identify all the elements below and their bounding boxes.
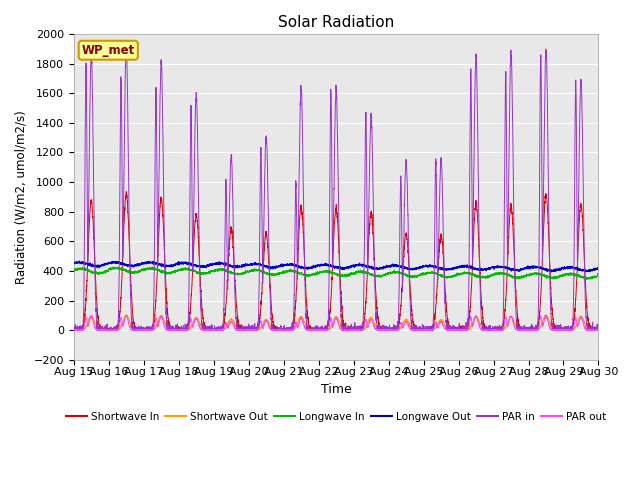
- PAR out: [483, 327, 491, 333]
- Shortwave Out: [454, 327, 461, 333]
- Line: Longwave Out: Longwave Out: [74, 261, 598, 272]
- Shortwave Out: [483, 327, 491, 333]
- Shortwave In: [483, 326, 491, 332]
- Longwave In: [595, 274, 602, 279]
- Longwave In: [483, 273, 491, 278]
- Longwave In: [110, 264, 118, 270]
- Longwave Out: [483, 266, 491, 272]
- Longwave In: [164, 270, 172, 276]
- PAR in: [317, 327, 324, 333]
- PAR out: [537, 313, 545, 319]
- PAR out: [164, 327, 172, 333]
- PAR in: [122, 44, 130, 49]
- Shortwave Out: [541, 312, 549, 318]
- PAR out: [454, 327, 461, 333]
- Longwave In: [424, 270, 432, 276]
- Shortwave In: [424, 327, 432, 333]
- PAR in: [424, 325, 432, 331]
- PAR out: [595, 327, 602, 333]
- PAR in: [595, 327, 602, 333]
- PAR in: [454, 327, 461, 333]
- Longwave Out: [595, 265, 602, 271]
- PAR in: [164, 325, 172, 331]
- Y-axis label: Radiation (W/m2, umol/m2/s): Radiation (W/m2, umol/m2/s): [15, 110, 28, 284]
- Longwave In: [317, 269, 324, 275]
- PAR out: [70, 327, 78, 333]
- PAR in: [594, 324, 602, 330]
- PAR out: [594, 327, 602, 333]
- Text: WP_met: WP_met: [82, 44, 135, 57]
- Line: PAR in: PAR in: [74, 47, 598, 330]
- Title: Solar Radiation: Solar Radiation: [278, 15, 394, 30]
- PAR out: [317, 327, 324, 333]
- Line: Longwave In: Longwave In: [74, 267, 598, 279]
- Shortwave Out: [595, 327, 602, 333]
- Longwave Out: [424, 263, 432, 268]
- Longwave Out: [594, 266, 602, 272]
- Shortwave In: [122, 189, 130, 194]
- Legend: Shortwave In, Shortwave Out, Longwave In, Longwave Out, PAR in, PAR out: Shortwave In, Shortwave Out, Longwave In…: [61, 408, 611, 426]
- Longwave Out: [76, 258, 83, 264]
- Longwave In: [70, 268, 77, 274]
- Shortwave In: [594, 327, 602, 333]
- PAR in: [483, 327, 491, 333]
- PAR out: [70, 327, 77, 333]
- Longwave In: [594, 271, 602, 276]
- Shortwave Out: [594, 327, 602, 333]
- X-axis label: Time: Time: [321, 383, 351, 396]
- Shortwave In: [317, 327, 324, 333]
- Line: Shortwave Out: Shortwave Out: [74, 315, 598, 330]
- Shortwave In: [454, 327, 461, 333]
- Shortwave Out: [316, 327, 324, 333]
- Longwave Out: [317, 262, 324, 267]
- Shortwave In: [595, 326, 602, 332]
- Longwave Out: [454, 265, 461, 271]
- PAR out: [424, 327, 432, 333]
- Longwave Out: [547, 269, 555, 275]
- Longwave In: [454, 271, 461, 276]
- Shortwave In: [164, 315, 172, 321]
- Longwave In: [582, 276, 590, 282]
- Shortwave Out: [70, 327, 77, 333]
- Shortwave Out: [424, 327, 432, 333]
- Shortwave Out: [164, 326, 172, 332]
- Shortwave In: [70, 327, 77, 333]
- Line: PAR out: PAR out: [74, 316, 598, 330]
- PAR in: [70, 327, 77, 333]
- Longwave Out: [70, 260, 77, 265]
- Line: Shortwave In: Shortwave In: [74, 192, 598, 330]
- Longwave Out: [164, 263, 172, 269]
